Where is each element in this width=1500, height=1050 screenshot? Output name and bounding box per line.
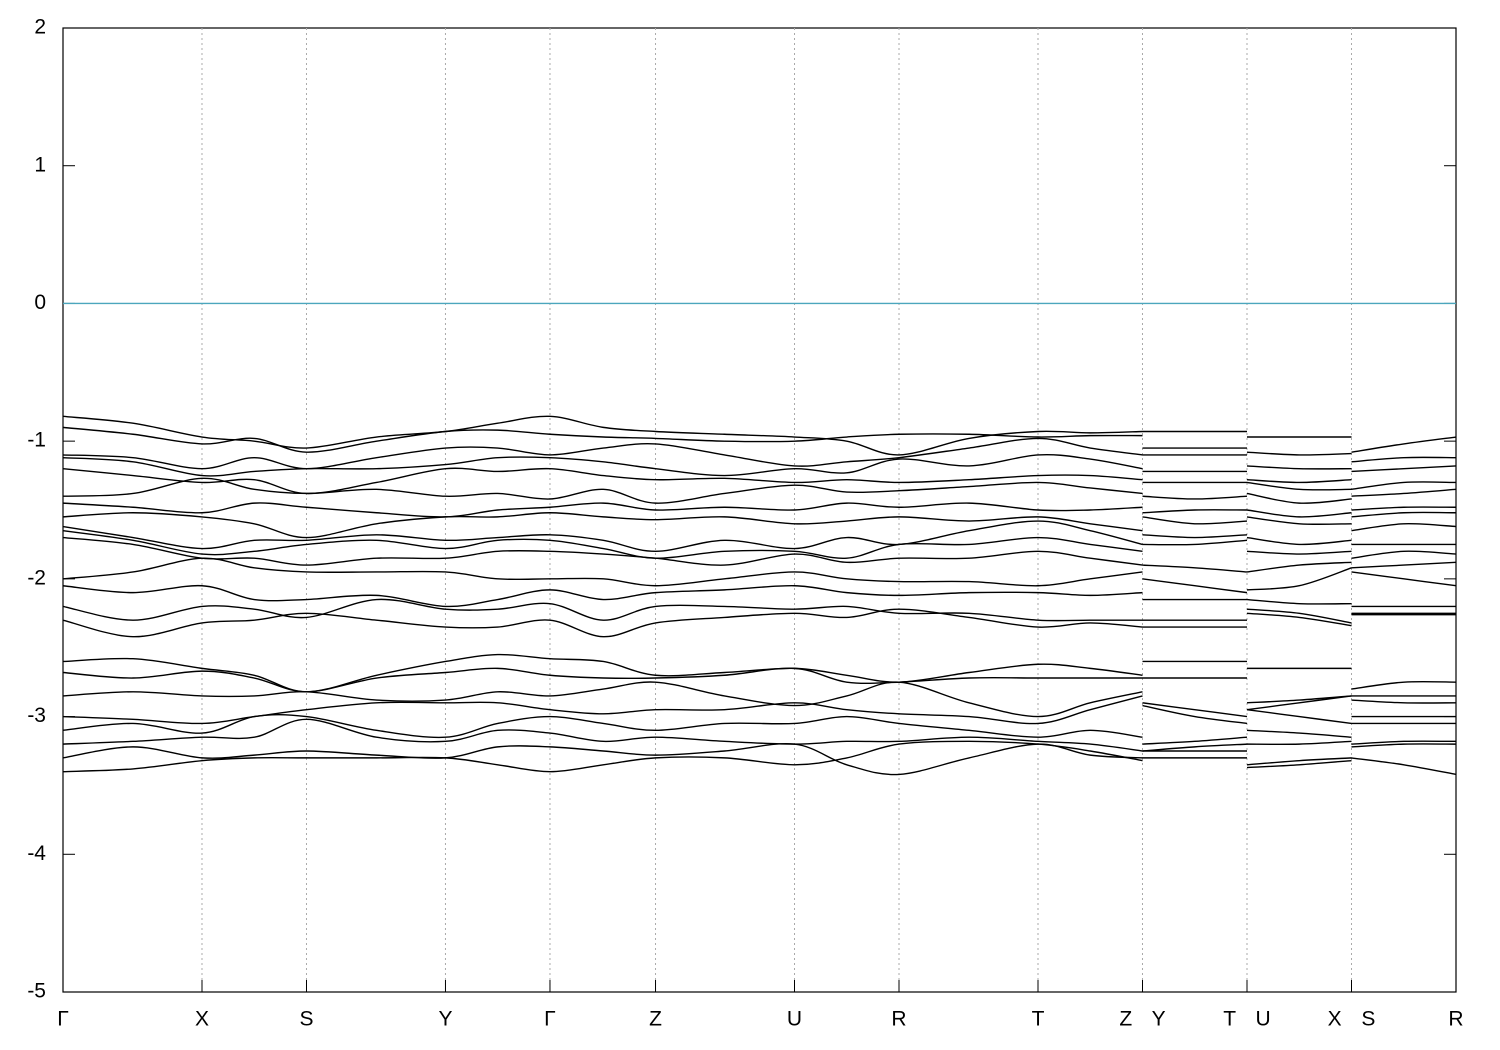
band-line [62,467,1457,497]
y-tick-label: 2 [34,16,46,39]
band-line [62,415,1457,456]
band-line [62,681,1457,718]
x-tick-label: T [1032,1008,1045,1031]
band-line [62,598,1456,624]
band-line [62,520,1456,553]
x-tick-label: T U [1223,1008,1270,1031]
plot-frame [62,27,1457,993]
band-line [62,426,1457,463]
band-line [62,529,1457,559]
band-line [62,718,1457,752]
x-tick-label: Y [438,1008,452,1031]
band-line [62,653,1457,693]
x-tick-label: Γ [57,1008,69,1031]
x-tick-label: Z [649,1008,662,1031]
band-line [62,608,1456,638]
band-line [62,584,1456,608]
x-tick-label: R [891,1008,906,1031]
band-line [62,453,1457,491]
band-line [62,512,1457,539]
y-tick-label: -4 [27,842,46,865]
band-line [62,477,1457,511]
y-tick-label: -1 [27,429,46,452]
x-tick-label: X S [1328,1008,1376,1031]
band-line [62,437,1457,473]
band-line [62,536,1457,573]
x-tick-label: R [1448,1008,1463,1031]
band-line [62,502,1457,518]
x-tick-label: U [787,1008,802,1031]
band-line [62,740,1457,773]
band-line [62,713,1456,745]
y-tick-label: -3 [27,704,46,727]
x-tick-label: X [195,1008,209,1031]
band-line [62,667,1456,704]
y-tick-label: -2 [27,566,46,589]
x-tick-label: Γ [544,1008,556,1031]
x-tick-label: S [299,1008,313,1031]
band-line [62,742,1457,776]
x-tick-label: Z Y [1119,1008,1165,1031]
y-tick-label: 0 [34,291,46,314]
band-line [62,695,1456,725]
y-tick-label: 1 [34,153,46,176]
y-tick-label: -5 [27,980,46,1003]
band-line [62,557,1457,594]
